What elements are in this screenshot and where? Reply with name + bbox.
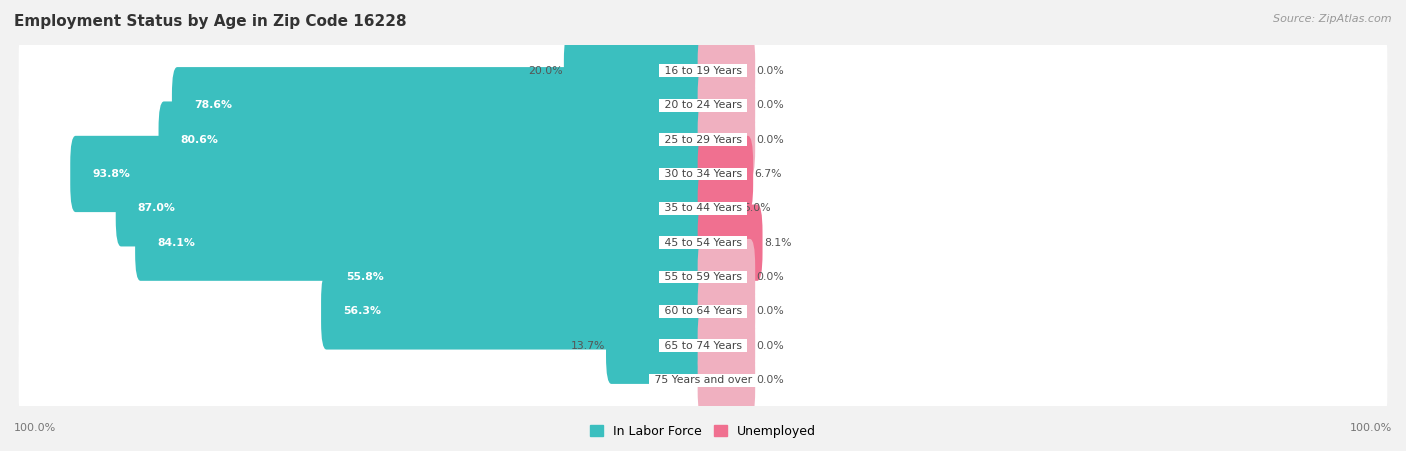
Text: 20.0%: 20.0%: [527, 66, 562, 76]
Text: 0.0%: 0.0%: [756, 341, 785, 351]
Text: 30 to 34 Years: 30 to 34 Years: [661, 169, 745, 179]
Text: 100.0%: 100.0%: [14, 423, 56, 433]
FancyBboxPatch shape: [564, 33, 709, 109]
Text: 0.0%: 0.0%: [756, 66, 785, 76]
FancyBboxPatch shape: [18, 268, 1388, 354]
FancyBboxPatch shape: [321, 273, 709, 350]
Text: 93.8%: 93.8%: [93, 169, 131, 179]
Text: 5.0%: 5.0%: [744, 203, 770, 213]
Text: 35 to 44 Years: 35 to 44 Years: [661, 203, 745, 213]
FancyBboxPatch shape: [697, 33, 755, 109]
Text: 25 to 29 Years: 25 to 29 Years: [661, 134, 745, 145]
Text: 75 Years and over: 75 Years and over: [651, 375, 755, 385]
FancyBboxPatch shape: [697, 239, 755, 315]
FancyBboxPatch shape: [18, 165, 1388, 252]
Text: 0.0%: 0.0%: [756, 375, 785, 385]
FancyBboxPatch shape: [697, 273, 755, 350]
Text: 0.0%: 0.0%: [756, 272, 785, 282]
FancyBboxPatch shape: [18, 62, 1388, 148]
FancyBboxPatch shape: [697, 205, 762, 281]
FancyBboxPatch shape: [115, 170, 709, 246]
Text: 6.7%: 6.7%: [755, 169, 782, 179]
FancyBboxPatch shape: [18, 234, 1388, 320]
FancyBboxPatch shape: [18, 337, 1388, 423]
FancyBboxPatch shape: [697, 342, 755, 418]
Text: 60 to 64 Years: 60 to 64 Years: [661, 306, 745, 317]
Text: 80.6%: 80.6%: [180, 134, 218, 145]
Text: 13.7%: 13.7%: [571, 341, 605, 351]
FancyBboxPatch shape: [18, 199, 1388, 286]
FancyBboxPatch shape: [172, 67, 709, 143]
Text: 87.0%: 87.0%: [138, 203, 176, 213]
Text: 0.0%: 0.0%: [756, 306, 785, 317]
Text: 0.0%: 0.0%: [669, 375, 696, 385]
FancyBboxPatch shape: [697, 101, 755, 178]
Text: 100.0%: 100.0%: [1350, 423, 1392, 433]
FancyBboxPatch shape: [325, 239, 709, 315]
Text: 0.0%: 0.0%: [756, 100, 785, 110]
FancyBboxPatch shape: [70, 136, 709, 212]
FancyBboxPatch shape: [697, 308, 755, 384]
Text: 20 to 24 Years: 20 to 24 Years: [661, 100, 745, 110]
FancyBboxPatch shape: [18, 97, 1388, 183]
Text: Source: ZipAtlas.com: Source: ZipAtlas.com: [1274, 14, 1392, 23]
FancyBboxPatch shape: [18, 131, 1388, 217]
Legend: In Labor Force, Unemployed: In Labor Force, Unemployed: [585, 420, 821, 443]
Text: 45 to 54 Years: 45 to 54 Years: [661, 238, 745, 248]
FancyBboxPatch shape: [697, 170, 742, 246]
Text: 78.6%: 78.6%: [194, 100, 232, 110]
Text: 84.1%: 84.1%: [157, 238, 195, 248]
FancyBboxPatch shape: [135, 205, 709, 281]
Text: Employment Status by Age in Zip Code 16228: Employment Status by Age in Zip Code 162…: [14, 14, 406, 28]
Text: 0.0%: 0.0%: [756, 134, 785, 145]
FancyBboxPatch shape: [697, 136, 754, 212]
Text: 56.3%: 56.3%: [343, 306, 381, 317]
FancyBboxPatch shape: [606, 308, 709, 384]
FancyBboxPatch shape: [18, 28, 1388, 114]
Text: 8.1%: 8.1%: [763, 238, 792, 248]
Text: 55.8%: 55.8%: [346, 272, 384, 282]
FancyBboxPatch shape: [18, 303, 1388, 389]
Text: 55 to 59 Years: 55 to 59 Years: [661, 272, 745, 282]
Text: 65 to 74 Years: 65 to 74 Years: [661, 341, 745, 351]
FancyBboxPatch shape: [159, 101, 709, 178]
Text: 16 to 19 Years: 16 to 19 Years: [661, 66, 745, 76]
FancyBboxPatch shape: [697, 67, 755, 143]
